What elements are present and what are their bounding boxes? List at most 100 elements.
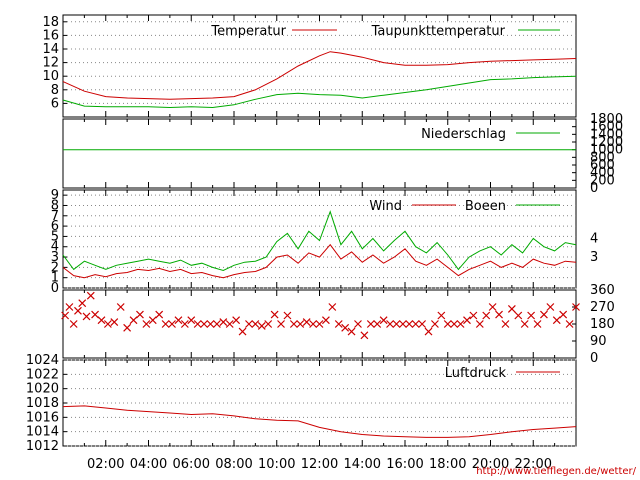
wind-direction-point — [514, 311, 523, 320]
y-tick-label: 0 — [590, 181, 598, 196]
y-tick-label: 18 — [42, 15, 59, 30]
series-line-wind — [62, 243, 577, 279]
y-tick-label: 1012 — [26, 439, 59, 454]
x-tick-label: 08:00 — [215, 457, 252, 472]
wind-direction-point — [405, 320, 414, 328]
wind-direction-point — [488, 303, 497, 311]
y-tick-label: 800 — [590, 150, 615, 165]
y-tick-label: 1000 — [590, 143, 623, 158]
wind-direction-point — [533, 320, 542, 328]
y-tick-label-right: 3 — [590, 250, 598, 265]
wind-direction-point — [212, 320, 221, 328]
x-tick-label: 20:00 — [472, 457, 509, 472]
credit-link[interactable]: http://www.tiefflegen.de/wetter/ — [476, 466, 636, 477]
wind-direction-point — [527, 311, 536, 320]
wind-direction-point — [495, 310, 503, 319]
wind-direction-point — [257, 321, 266, 330]
wind-direction-point — [283, 311, 292, 320]
y-tick-label: 6 — [51, 219, 59, 234]
wind-direction-point — [431, 320, 439, 328]
wind-direction-point — [264, 320, 273, 328]
y-tick-label: 12 — [42, 56, 59, 71]
y-tick-label: 1400 — [590, 127, 623, 142]
wind-direction-point — [469, 311, 478, 320]
y-tick-label: 4 — [51, 240, 59, 255]
wind-direction-point — [315, 320, 324, 328]
wind-direction-point — [450, 320, 459, 328]
wind-direction-point — [97, 316, 106, 325]
wind-direction-point — [418, 320, 427, 328]
wind-direction-point — [193, 320, 202, 328]
y-tick-label: 180 — [590, 317, 615, 332]
y-tick-label: 0 — [590, 351, 598, 366]
wind-direction-point — [456, 320, 465, 328]
legend-label-temperatur: Temperatur — [210, 24, 286, 39]
wind-direction-point — [520, 320, 529, 328]
wind-direction-point — [69, 320, 78, 328]
wind-direction-point — [74, 306, 82, 315]
wind-direction-point — [270, 310, 279, 319]
wind-direction-point — [116, 303, 125, 311]
wind-direction-point — [373, 320, 382, 328]
wind-direction-point — [366, 320, 375, 328]
wind-direction-point — [174, 316, 183, 325]
wind-direction-point — [540, 310, 548, 319]
wind-direction-point — [232, 316, 241, 325]
series-line-temperatur — [62, 51, 577, 100]
wind-direction-point — [129, 316, 138, 325]
wind-direction-point — [148, 316, 157, 325]
x-tick-label: 16:00 — [386, 457, 423, 472]
wind-direction-point — [245, 320, 253, 328]
y-tick-label: 600 — [590, 158, 615, 173]
wind-direction-point — [103, 320, 112, 328]
wind-direction-point — [360, 331, 369, 340]
panel-wind-direction: 0 90 180 270 360 — [61, 283, 615, 366]
wind-direction-point — [180, 320, 189, 328]
wind-direction-point — [341, 323, 350, 332]
y-tick-label: 8 — [51, 198, 59, 213]
wind-direction-point — [572, 303, 580, 311]
wind-direction-point — [200, 320, 208, 328]
x-tick-label: 02:00 — [87, 457, 124, 472]
y-tick-label: 16 — [42, 28, 59, 43]
series-line-luftdruck — [62, 405, 577, 438]
x-tick-label: 14:00 — [344, 457, 381, 472]
wind-direction-point — [61, 311, 70, 320]
wind-direction-point — [411, 320, 420, 328]
y-tick-label: 270 — [590, 300, 615, 315]
x-tick-label: 22:00 — [515, 457, 552, 472]
x-tick-label: 04:00 — [130, 457, 167, 472]
wind-direction-point — [398, 320, 407, 328]
wind-direction-point — [225, 320, 234, 328]
y-tick-label: 200 — [590, 173, 615, 188]
x-tick-label: 06:00 — [173, 457, 210, 472]
series-line-boeen — [62, 210, 577, 272]
wind-direction-point — [501, 320, 510, 328]
y-tick-label: 1024 — [26, 353, 59, 368]
wind-direction-point — [296, 320, 305, 328]
y-tick-label: 9 — [51, 188, 59, 203]
wind-direction-point — [65, 303, 74, 311]
chart-panels: 6810121416180200400600800100012001400160… — [26, 14, 623, 472]
wind-direction-point — [392, 320, 401, 328]
y-tick-label: 400 — [590, 166, 615, 181]
y-tick-label: 360 — [590, 283, 615, 298]
wind-direction-point — [559, 310, 568, 319]
y-tick-label: 3 — [51, 250, 59, 265]
y-tick-label: 10 — [42, 69, 59, 84]
wind-direction-point — [379, 316, 388, 325]
wind-direction-point — [110, 318, 119, 327]
wind-direction-point — [161, 320, 170, 328]
y-tick-label-right: 4 — [590, 231, 598, 246]
wind-direction-point — [238, 327, 247, 336]
series-line-taupunkttemperatur — [62, 75, 577, 109]
y-tick-label: 7 — [51, 209, 59, 224]
wind-direction-point — [475, 320, 484, 328]
y-tick-label: 0 — [51, 281, 59, 296]
wind-direction-point — [334, 320, 343, 328]
wind-direction-point — [443, 320, 452, 328]
wind-direction-point — [289, 320, 298, 328]
wind-direction-point — [206, 320, 215, 328]
wind-direction-point — [78, 299, 87, 308]
